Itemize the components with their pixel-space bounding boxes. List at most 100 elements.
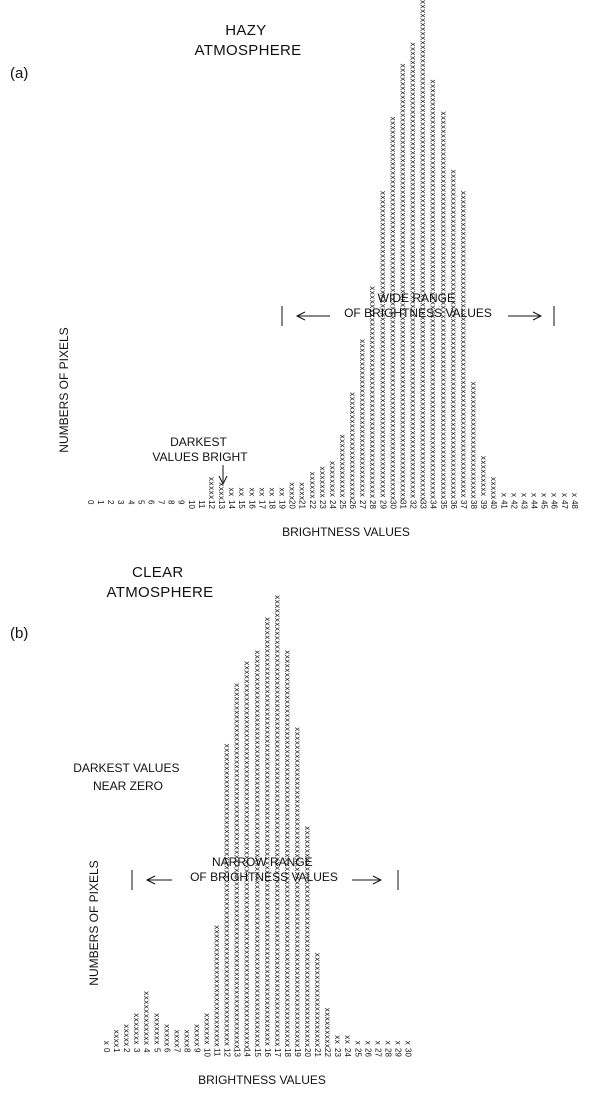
chart-a-tick-label: 37	[459, 500, 468, 509]
chart-a-tick-label: 14	[227, 500, 236, 509]
chart-b-tick-label: 13	[233, 1048, 242, 1057]
chart-a-tick-label: 43	[519, 500, 528, 509]
chart-a-xlabel: BRIGHTNESS VALUES	[282, 525, 410, 539]
chart-a-bar: xxxxxxxxxxxxxx	[338, 434, 347, 498]
chart-b-tick-label: 26	[363, 1048, 372, 1057]
chart-b-tick-label: 16	[263, 1048, 272, 1057]
chart-b-tick-label: 18	[283, 1048, 292, 1057]
chart-a-bar: xxxxxxxxxxxxxxxxxxxxxxxxxxxxxxxxxxxxxxxx…	[398, 63, 407, 501]
chart-b-tick-label: 9	[192, 1048, 201, 1053]
chart-a-tick-label: 11	[197, 500, 206, 509]
chart-a-bar: xxxxxxx	[318, 466, 327, 498]
chart-b-bar: xxxxxxxxxxxxxxxxxxxxxxxxxxxxxxxxxxxxxxxx…	[223, 744, 232, 1047]
chart-b-tick-label: 8	[182, 1048, 191, 1053]
chart-b-bar: xxxxxxxxxxxxxxxxxxxxxxxxxxxxxxxxxxxxxxxx…	[243, 661, 252, 1050]
panel-label-a: (a)	[10, 65, 28, 82]
chart-a-bar: xx	[237, 487, 246, 497]
chart-a-bar: xxxxxxxxxxxxxxxxxxxxxxxxxxxxxxxxxxxxxxxx…	[368, 286, 377, 499]
chart-b-range-right-arrowhead	[372, 875, 383, 885]
chart-a-tick-label: 8	[167, 500, 176, 505]
chart-b-bar: xxxxxxxxxxxxxxxxxxxxxxxxxxxxxxxxxxxxxxxx…	[293, 727, 302, 1048]
chart-a-bar: xxxxx	[207, 477, 216, 500]
chart-b-tick-label: 3	[132, 1048, 141, 1053]
chart-a-tick-label: 32	[409, 500, 418, 509]
chart-a-annotation-darkest-line1: DARKEST	[170, 435, 227, 449]
chart-b-bar: x	[404, 1041, 413, 1046]
chart-b-bar: xxxxxxxxxxxxxxxxxxxxxxxxxxxxxxxxxxxxxxxx…	[273, 595, 282, 1047]
chart-a-title-line2: ATMOSPHERE	[195, 42, 302, 59]
chart-b-bar: xx	[343, 1035, 352, 1045]
chart-b-tick-label: 5	[152, 1048, 161, 1053]
chart-b-bar: xxxxxxxxxxxxxxxxxxxxx	[313, 953, 322, 1048]
chart-b-tick-label: 17	[273, 1048, 282, 1057]
chart-a-bar: xxxxxxxxxxxxxxxxxxxxxxxxxx	[469, 381, 478, 499]
chart-a-tick-label: 25	[338, 500, 347, 509]
chart-a-annotation-darkest: DARKEST VALUES BRIGHT	[152, 435, 248, 464]
chart-a-bar: x	[550, 493, 559, 498]
chart-b-annotation-range-line1: NARROW RANGE	[212, 855, 313, 869]
chart-a-bar: xx	[247, 487, 256, 497]
chart-b-tick-label: 21	[313, 1048, 322, 1057]
chart-b-tick-label: 0	[102, 1048, 111, 1053]
chart-a-tick-label: 10	[187, 500, 196, 509]
chart-a-bar: xxxxxxxxxxxxxxxxxxxxxxxxxxxxxxxxxxxxxxxx…	[459, 191, 468, 499]
chart-b-bar: xxxxxxxxxxxxxxxxxxxxxxxxxxxxxxxxxxxxxxxx…	[263, 617, 272, 1046]
chart-b-annotation-darkest: DARKEST VALUES NEAR ZERO	[73, 761, 183, 793]
chart-b-bar: xxxx	[112, 1030, 121, 1049]
chart-b-tick-label: 7	[172, 1048, 181, 1053]
chart-a-bar: x	[519, 493, 528, 498]
chart-a-tick-label: 15	[237, 500, 246, 509]
chart-a-bar: x	[570, 493, 579, 498]
chart-a-tick-label: 19	[278, 500, 287, 509]
chart-a-bar: xxxxxxxxxxxxxxxxxxxxxxxxxxxxxxxxxxxxxxxx…	[419, 0, 428, 501]
chart-a-arrow-darkest-head	[218, 475, 228, 486]
chart-a-tick-label: 28	[368, 500, 377, 509]
chart-b-tick-label: 11	[213, 1048, 222, 1057]
chart-b-tick-label: 25	[353, 1048, 362, 1057]
chart-b-bar: xx	[333, 1035, 342, 1045]
chart-b-bar: x	[373, 1041, 382, 1046]
chart-a-bar: xxxxxxxxx	[479, 456, 488, 497]
chart-b-tick-label: 6	[162, 1048, 171, 1053]
chart-a-tick-label: 27	[358, 500, 367, 509]
chart-b-tick-label: 2	[122, 1048, 131, 1053]
chart-a-bar: xxxx	[217, 482, 226, 501]
chart-b-tick-label: 30	[404, 1048, 413, 1057]
chart-b-tick-label: 28	[383, 1048, 392, 1057]
chart-b-title: CLEAR ATMOSPHERE	[107, 564, 214, 601]
chart-a-tick-label: 20	[288, 500, 297, 509]
chart-b-annotation-range-line2: OF BRIGHTNESS VALUES	[190, 870, 338, 884]
chart-a-bar: xxxxxxxxxxxxxxxxxxxxxxxxxxxxxxxxxxxxxxxx…	[429, 79, 438, 499]
chart-b-bar: xxxxxxxxx	[323, 1008, 332, 1049]
chart-a-title: HAZY ATMOSPHERE	[195, 22, 302, 59]
chart-b-bar: xxxxxxx	[132, 1013, 141, 1045]
chart-a-bar: xxxx	[288, 482, 297, 501]
chart-a-tick-label: 22	[308, 500, 317, 509]
chart-a-tick-label: 45	[540, 500, 549, 509]
chart-b-bar: xxxx	[172, 1030, 181, 1049]
chart-b-tick-label: 4	[142, 1048, 151, 1053]
chart-a-tick-label: 36	[449, 500, 458, 509]
chart-b-bar: x	[393, 1041, 402, 1046]
chart-b-bar: x	[102, 1041, 111, 1046]
chart-a-title-line1: HAZY	[225, 22, 266, 39]
chart-b-bar: xxxx	[182, 1030, 191, 1049]
chart-a-plot: 0 1 2 3 4 5 6 7 8 9 10 11 12xxxxx13xxxx14xx15xx16xx1…	[86, 0, 579, 509]
chart-a-bar: xxxxxxxxxxxxxxxxxxxxxxxxxxxxxxxxxxx	[358, 339, 367, 498]
chart-b-tick-label: 23	[333, 1048, 342, 1057]
chart-a-bar: xx	[278, 487, 287, 497]
chart-b-tick-label: 29	[393, 1048, 402, 1057]
chart-b-bar: xxxxxxxxxxxxxxxxxxxxxxxxxxxxxxxxxxxxxxxx…	[233, 683, 242, 1049]
chart-b-tick-label: 10	[203, 1048, 212, 1057]
chart-a-tick-label: 42	[509, 500, 518, 509]
chart-a-bar: xxxxxxxxxxxxxxxxxxxxxxxxxxxxxxxxxxxxxxxx…	[439, 111, 448, 500]
chart-a-bar: xxxxx	[489, 477, 498, 500]
chart-a-bar: xxxxxxxxxxxxxxxxxxxxxxxxxxxxxxxxxxxxxxxx…	[409, 42, 418, 499]
chart-a-bar: x	[540, 493, 549, 498]
chart-a-tick-label: 41	[499, 500, 508, 509]
chart-a-tick-label: 21	[298, 500, 307, 509]
chart-a-tick-label: 18	[267, 500, 276, 509]
chart-a-tick-label: 5	[136, 500, 145, 505]
